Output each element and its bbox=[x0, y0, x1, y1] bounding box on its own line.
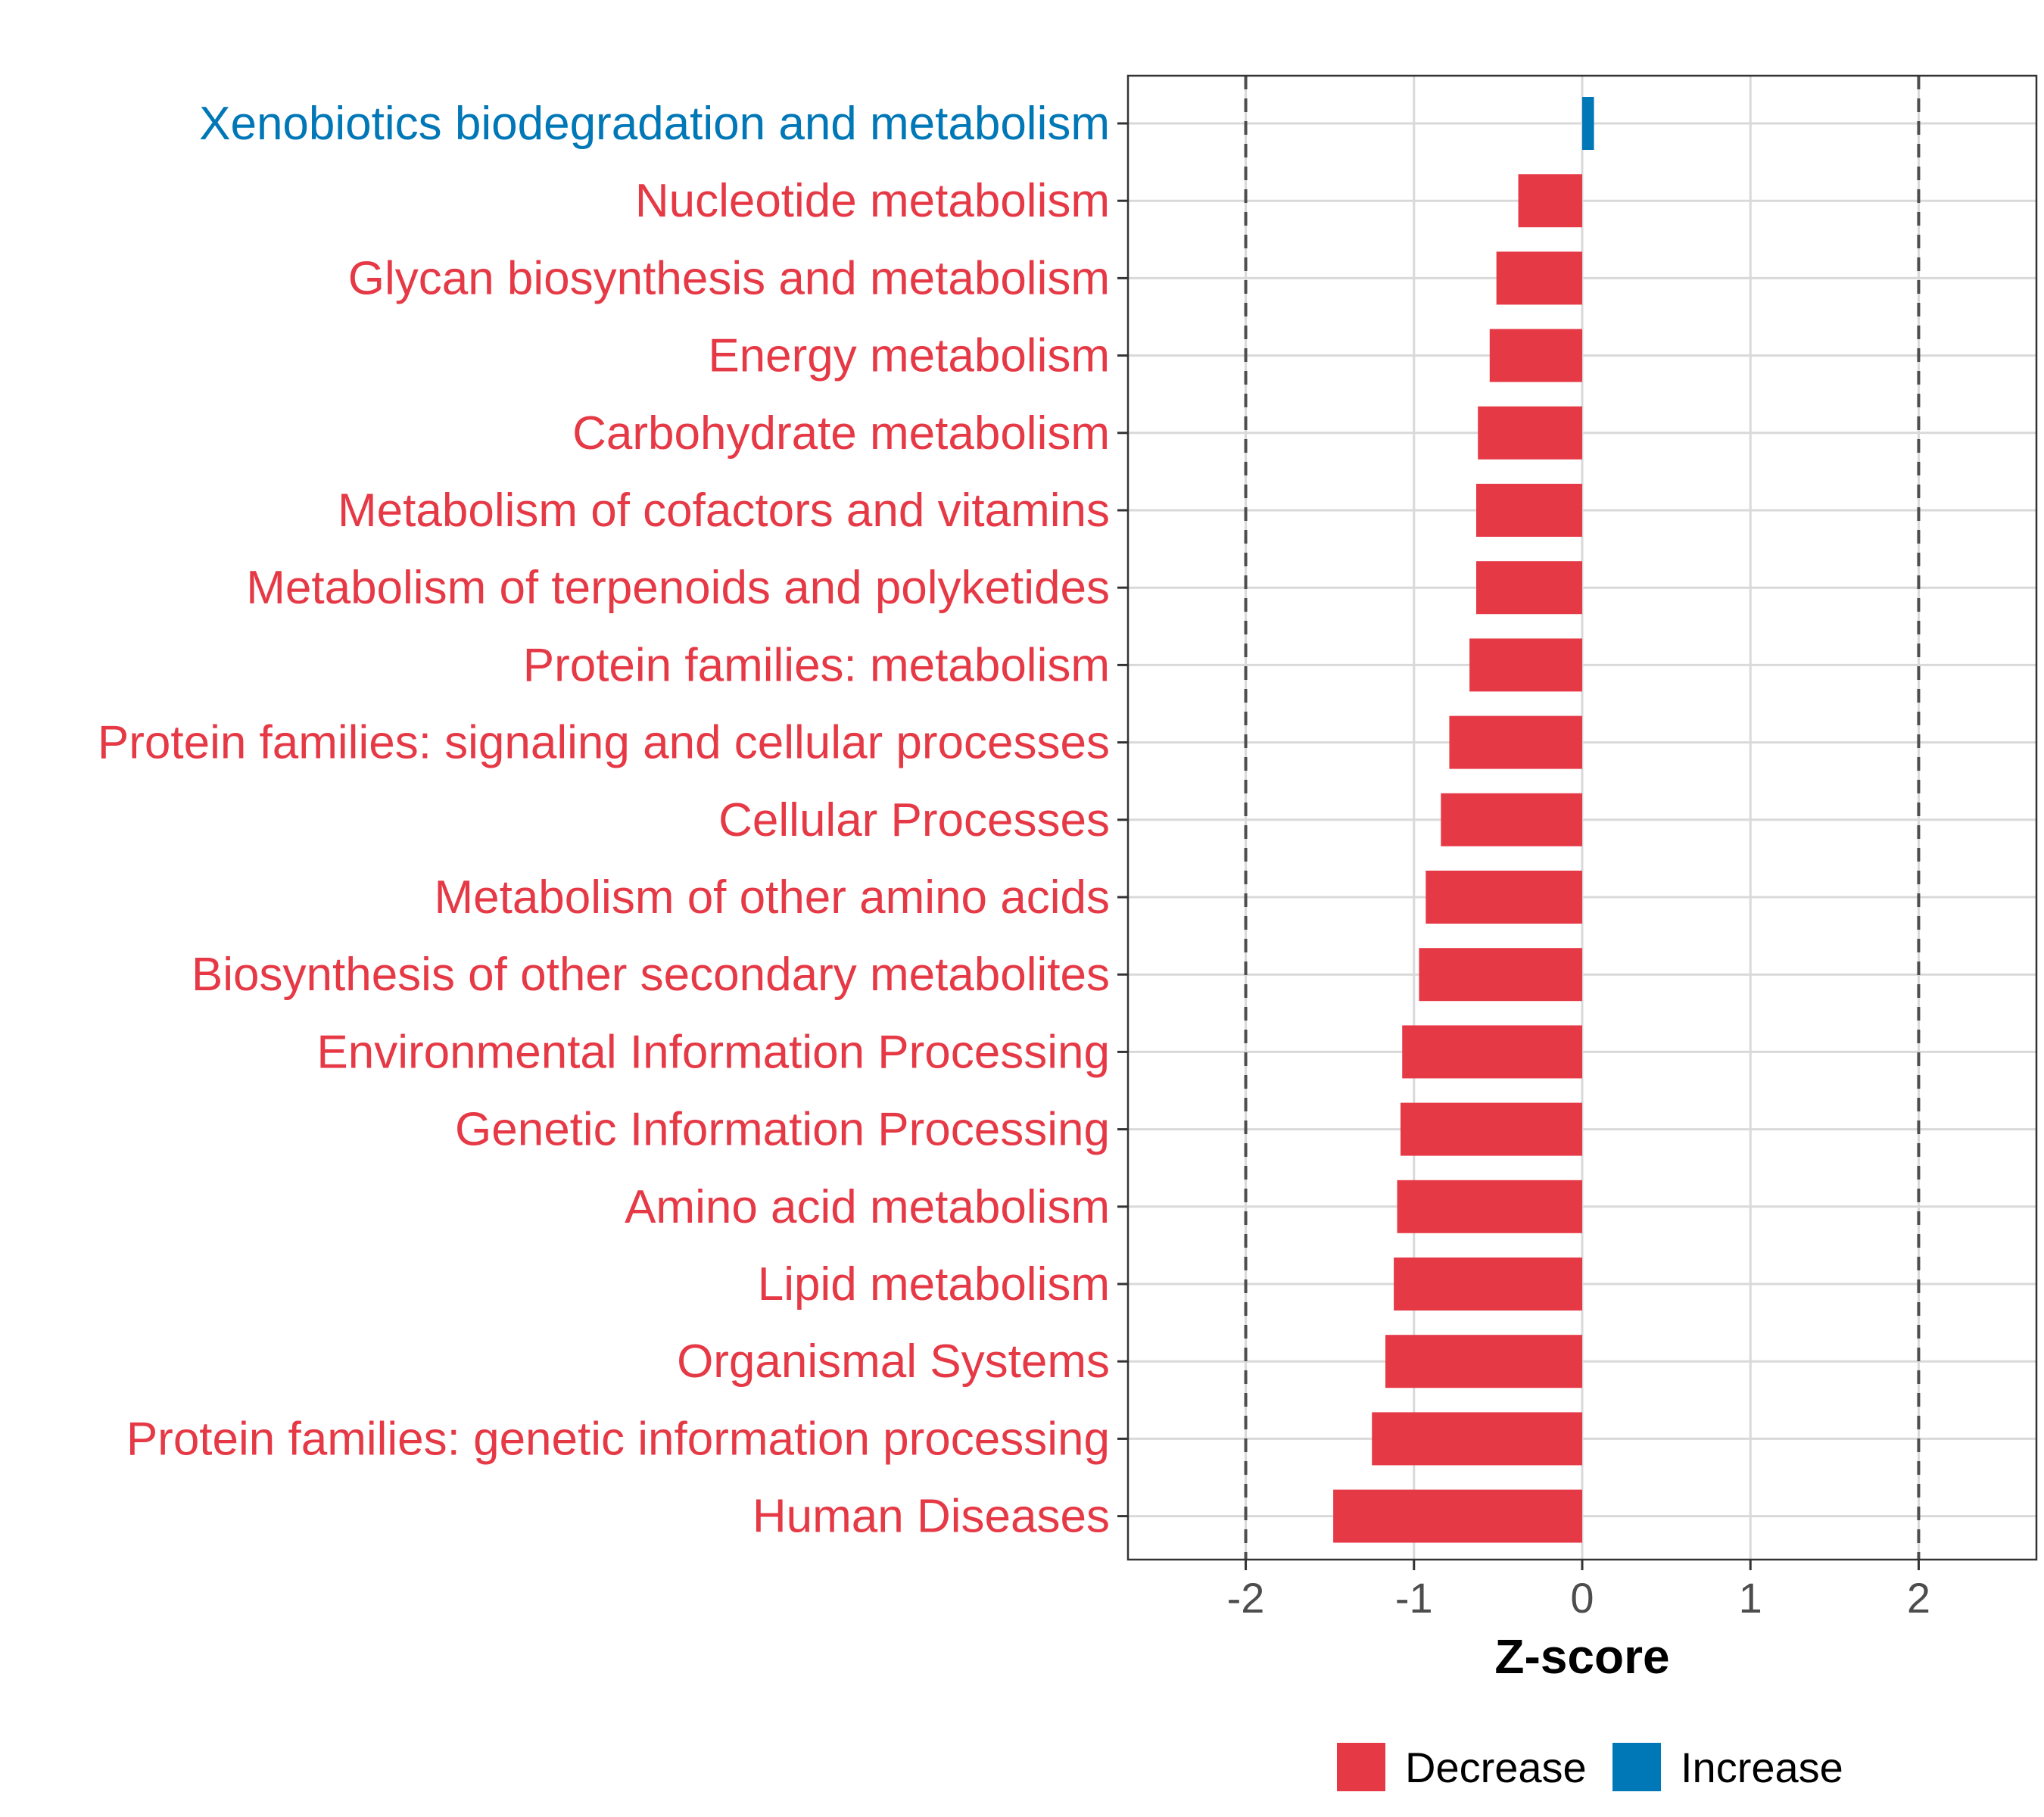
bar bbox=[1518, 174, 1582, 228]
category-label: Nucleotide metabolism bbox=[635, 175, 1110, 227]
y-axis-ticks bbox=[1117, 122, 1128, 1518]
category-label: Cellular Processes bbox=[718, 794, 1110, 846]
bar bbox=[1402, 1025, 1582, 1079]
bars bbox=[1333, 97, 1594, 1543]
bar bbox=[1489, 329, 1582, 382]
bar bbox=[1419, 948, 1582, 1002]
x-tick-label: 0 bbox=[1570, 1574, 1594, 1622]
bar bbox=[1397, 1180, 1582, 1233]
x-tick-label: -1 bbox=[1395, 1574, 1433, 1622]
x-axis-ticks bbox=[1245, 1560, 1920, 1570]
legend-label: Increase bbox=[1681, 1744, 1843, 1791]
category-label: Metabolism of cofactors and vitamins bbox=[338, 485, 1110, 537]
bar bbox=[1469, 638, 1582, 692]
category-label: Environmental Information Processing bbox=[316, 1026, 1110, 1078]
category-label: Metabolism of terpenoids and polyketides bbox=[246, 562, 1110, 614]
legend-label: Decrease bbox=[1405, 1744, 1587, 1791]
x-tick-label: -2 bbox=[1227, 1574, 1265, 1622]
bar bbox=[1496, 251, 1582, 305]
category-label: Metabolism of other amino acids bbox=[434, 871, 1110, 924]
bar bbox=[1394, 1258, 1582, 1311]
legend-swatch bbox=[1337, 1743, 1385, 1791]
x-axis-title: Z-score bbox=[1494, 1629, 1669, 1684]
bar bbox=[1441, 793, 1582, 846]
category-label: Protein families: signaling and cellular… bbox=[98, 717, 1110, 769]
bar bbox=[1385, 1335, 1582, 1388]
bar bbox=[1401, 1102, 1582, 1156]
x-tick-label: 1 bbox=[1739, 1574, 1762, 1622]
legend: Decrease Increase bbox=[1337, 1743, 1843, 1791]
bar bbox=[1476, 561, 1582, 615]
bar bbox=[1582, 97, 1594, 150]
category-label: Protein families: genetic information pr… bbox=[126, 1413, 1110, 1465]
category-label: Genetic Information Processing bbox=[455, 1104, 1110, 1156]
category-labels: Xenobiotics biodegradation and metabolis… bbox=[98, 98, 1110, 1543]
category-label: Xenobiotics biodegradation and metabolis… bbox=[199, 98, 1110, 150]
category-label: Energy metabolism bbox=[708, 330, 1110, 382]
category-label: Lipid metabolism bbox=[758, 1258, 1110, 1311]
bar bbox=[1476, 484, 1582, 537]
category-label: Organismal Systems bbox=[677, 1335, 1110, 1388]
category-label: Carbohydrate metabolism bbox=[572, 407, 1110, 460]
bar bbox=[1372, 1412, 1582, 1466]
x-tick-label: 2 bbox=[1907, 1574, 1930, 1622]
category-label: Human Diseases bbox=[752, 1491, 1110, 1543]
legend-swatch bbox=[1612, 1743, 1661, 1791]
category-label: Glycan biosynthesis and metabolism bbox=[348, 252, 1110, 304]
reference-lines bbox=[1244, 76, 1921, 1560]
category-label: Amino acid metabolism bbox=[625, 1181, 1110, 1233]
bar bbox=[1449, 715, 1582, 769]
category-label: Protein families: metabolism bbox=[523, 639, 1110, 691]
category-label: Biosynthesis of other secondary metaboli… bbox=[192, 949, 1110, 1001]
bar bbox=[1426, 871, 1582, 924]
bar bbox=[1333, 1489, 1582, 1543]
bar bbox=[1478, 406, 1582, 460]
x-tick-labels: -2 -1 0 1 2 bbox=[1227, 1574, 1930, 1622]
